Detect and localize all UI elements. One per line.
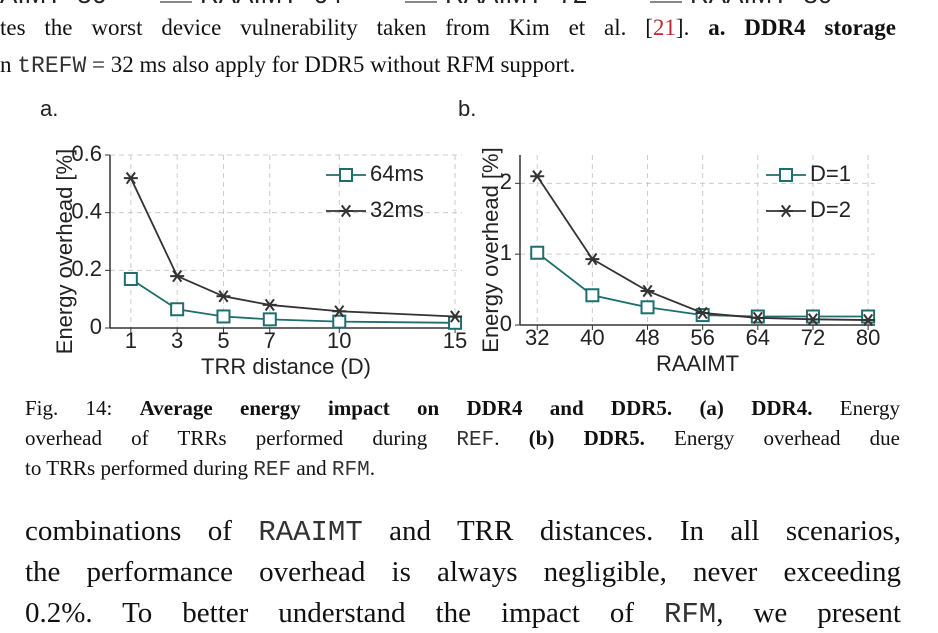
bold-text: Average energy impact on DDR4 and DDR5. … — [139, 396, 813, 420]
y-tick-label: 0.2 — [71, 256, 102, 281]
legend-label: RAAIMT=64 — [200, 0, 342, 9]
marker — [585, 252, 600, 266]
text: . — [369, 456, 375, 480]
x-tick-label: 5 — [217, 328, 229, 353]
marker — [216, 309, 231, 324]
y-tick-label: 0.4 — [71, 198, 102, 223]
figure: AIMT=56 RAAIMT=64 RAAIMT=72 RAAIMT=80 0 0.2 0.… — [0, 0, 880, 379]
legend-label: RAAIMT=80 — [690, 0, 832, 9]
marker — [332, 305, 347, 318]
x-tick-label: 40 — [580, 325, 604, 350]
y-axis-label: Energy overhead [%] — [478, 147, 503, 352]
x-tick-label: 32 — [525, 325, 549, 350]
legend-marker — [779, 168, 793, 182]
marker — [640, 300, 655, 315]
marker — [262, 298, 277, 312]
body-line: the performance overhead is always negli… — [25, 556, 901, 589]
marker — [170, 269, 185, 283]
text: 0.2%. To better understand the impact of — [25, 597, 664, 629]
text: and TRR distances. In all scenarios, — [362, 515, 901, 547]
x-tick-label: 64 — [746, 325, 770, 350]
text: ]. — [675, 15, 709, 40]
x-tick-label: 3 — [171, 328, 183, 353]
marker — [805, 313, 820, 326]
code: RFM — [663, 598, 717, 631]
marker — [695, 306, 710, 320]
marker — [640, 284, 655, 298]
marker — [262, 312, 277, 327]
text: Fig. 14: — [25, 396, 140, 420]
marker — [530, 170, 545, 183]
body-line: combinations of RAAIMT and TRR distances… — [25, 515, 901, 549]
intro-line: tes the worst device vulnerability taken… — [0, 15, 896, 41]
text: Energy — [812, 396, 901, 420]
legend-label: D=2 — [810, 197, 851, 222]
code: REF — [253, 459, 292, 482]
marker — [332, 314, 347, 329]
panel-label: b. — [458, 96, 476, 121]
x-tick-label: 72 — [801, 325, 825, 350]
y-tick-label: 0.6 — [71, 141, 102, 166]
panel-label: a. — [40, 96, 58, 121]
series-line — [130, 177, 456, 318]
text: . — [494, 426, 529, 450]
text: , we present — [716, 597, 901, 629]
x-tick-label: 10 — [327, 328, 351, 353]
code: tREFW — [17, 53, 87, 79]
marker — [123, 171, 138, 185]
text: the performance overhead is always negli… — [25, 556, 901, 588]
y-axis-label: Energy overhead [%] — [52, 149, 77, 354]
code: RFM — [331, 459, 370, 482]
legend-marker — [339, 168, 353, 182]
text: n — [0, 52, 18, 77]
marker — [530, 245, 545, 260]
x-tick-label: 7 — [264, 328, 276, 353]
bold-text: (b) DDR5. — [528, 426, 645, 450]
series-line — [130, 278, 456, 324]
marker — [585, 288, 600, 303]
legend-label: RAAIMT=72 — [445, 0, 587, 9]
marker — [123, 271, 138, 286]
text: tes the worst device vulnerability taken… — [0, 15, 653, 40]
text: Energy overhead due — [644, 426, 900, 450]
legend-marker — [779, 204, 793, 218]
caption-line: Fig. 14: Average energy impact on DDR4 a… — [25, 396, 900, 421]
marker — [448, 315, 463, 330]
code: REF — [456, 429, 495, 452]
text: to TRRs performed during — [25, 456, 254, 480]
x-tick-label: 56 — [690, 325, 714, 350]
y-tick-label: 2 — [500, 169, 512, 194]
caption-line: overhead of TRRs performed during REF. (… — [25, 426, 900, 452]
y-tick-label: 0 — [500, 311, 512, 336]
text: and — [291, 456, 332, 480]
bold-text: a. DDR4 storage — [708, 15, 897, 40]
x-axis-label: TRR distance (D) — [201, 354, 371, 379]
code: RAAIMT — [258, 516, 363, 549]
marker — [170, 302, 185, 317]
marker — [216, 290, 231, 303]
x-tick-label: 80 — [856, 325, 880, 350]
legend-label: D=1 — [810, 161, 851, 186]
x-axis-label: RAAIMT — [656, 351, 739, 376]
x-tick-label: 15 — [443, 328, 467, 353]
legend-marker — [339, 204, 353, 218]
y-tick-label: 0 — [90, 314, 102, 339]
text: combinations of — [25, 515, 259, 547]
marker — [448, 310, 463, 323]
citation: 21 — [652, 15, 676, 40]
marker — [861, 313, 876, 327]
legend-label: 32ms — [370, 197, 424, 222]
text: = 32 ms also apply for DDR5 without RFM … — [86, 52, 576, 77]
marker — [750, 311, 765, 325]
x-tick-label: 48 — [635, 325, 659, 350]
y-tick-label: 1 — [500, 240, 512, 265]
legend-label: AIMT=56 — [0, 0, 106, 9]
caption-line: to TRRs performed during REF and RFM. — [25, 456, 375, 482]
x-tick-label: 1 — [125, 328, 137, 353]
text: overhead of TRRs performed during — [25, 426, 457, 450]
intro-line: n tREFW = 32 ms also apply for DDR5 with… — [0, 52, 575, 79]
body-line: 0.2%. To better understand the impact of… — [25, 597, 901, 631]
legend-label: 64ms — [370, 161, 424, 186]
